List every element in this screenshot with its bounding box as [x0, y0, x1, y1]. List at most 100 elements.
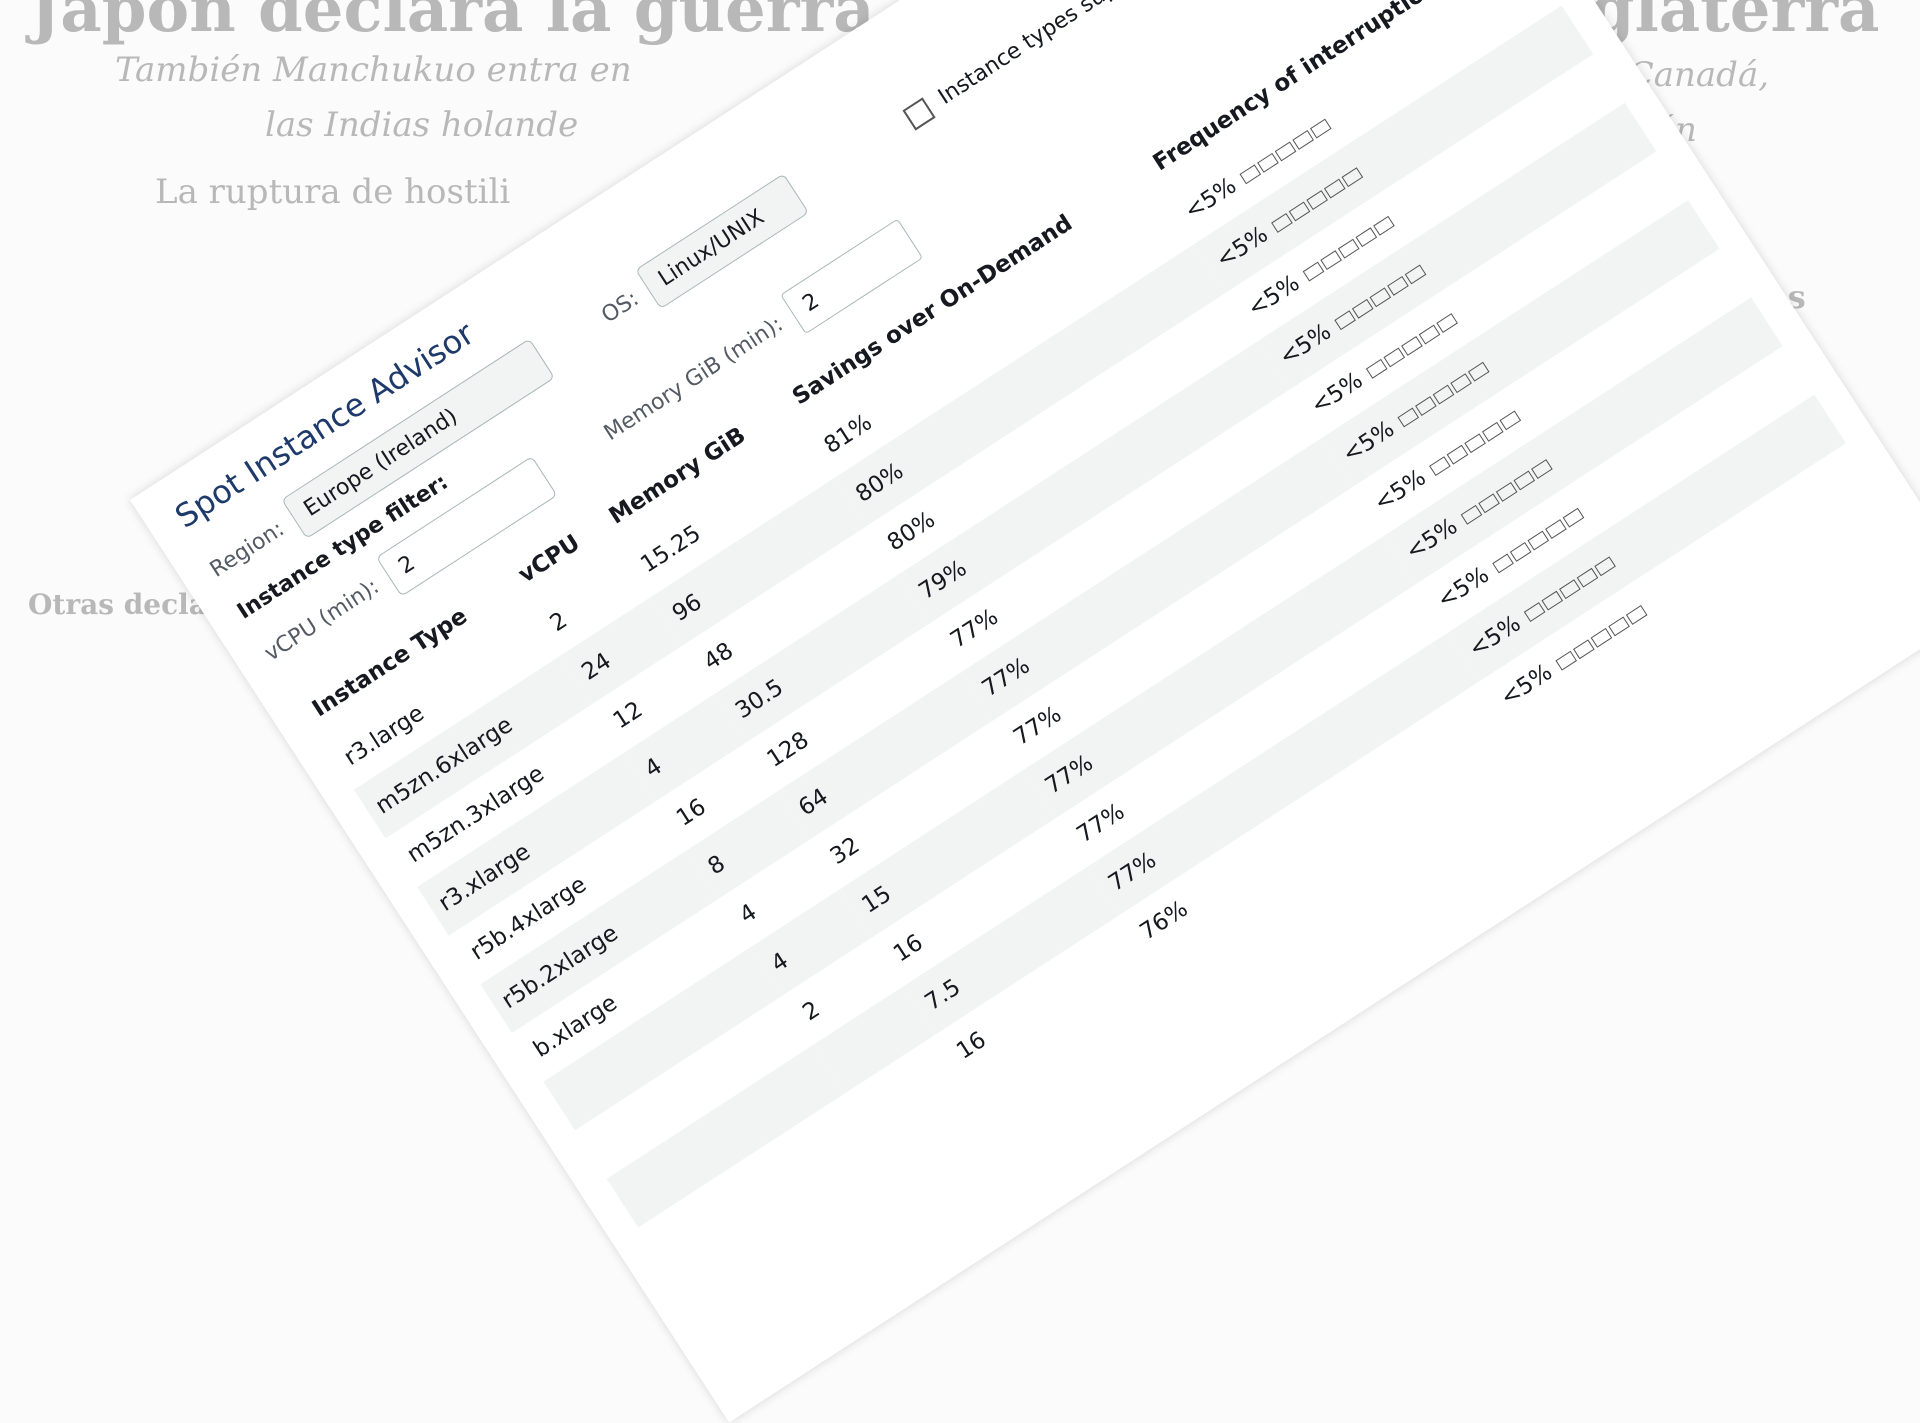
bar-box: [1303, 262, 1325, 282]
bar-box: [1240, 164, 1262, 184]
cell-text: 80%: [851, 458, 908, 508]
cell-text: <5%: [1433, 562, 1494, 614]
cell-text: 76%: [1136, 896, 1193, 946]
bar-box: [1461, 505, 1483, 525]
bar-box: [1356, 227, 1378, 247]
bar-box: [1577, 568, 1599, 588]
cell-text: 77%: [1009, 701, 1066, 751]
bar-box: [1366, 359, 1388, 379]
cell-text: 77%: [1072, 799, 1129, 849]
cell-text: 16: [889, 930, 928, 968]
bar-box: [1468, 362, 1490, 382]
cell-text: 128: [763, 727, 814, 773]
bar-box: [1608, 616, 1630, 636]
cell-text: <5%: [1338, 416, 1399, 468]
bar-box: [1556, 651, 1578, 671]
cell-text: 77%: [946, 604, 1003, 654]
bar-box: [1373, 216, 1395, 236]
bar-box: [1289, 201, 1311, 221]
cell-text: 96: [668, 589, 707, 627]
cell-text: 80%: [883, 507, 940, 557]
page-body: Japón declara la guerra y a Inglaterra T…: [0, 0, 1920, 1080]
cell-text: <5%: [1496, 659, 1557, 711]
bar-box: [1573, 639, 1595, 659]
subhead: La ruptura de hostili: [155, 172, 510, 212]
bar-box: [1275, 141, 1297, 161]
bar-box: [1320, 250, 1342, 270]
cell-text: 77%: [978, 653, 1035, 703]
cell-text: 48: [699, 638, 738, 676]
cell-text: 2: [546, 607, 572, 637]
cell-text: <5%: [1180, 173, 1241, 225]
cell-text: 32: [826, 832, 865, 870]
bar-box: [1324, 179, 1346, 199]
page: {"background":{"headline":"Japón declara…: [0, 0, 1920, 1080]
bar-box: [1415, 396, 1437, 416]
cell-text: <5%: [1370, 465, 1431, 517]
cell-text: 30.5: [731, 674, 788, 724]
cell-text: 81%: [820, 409, 877, 459]
bar-box: [1334, 310, 1356, 330]
bar-box: [1510, 542, 1532, 562]
cell-text: 8: [704, 850, 730, 880]
bar-box: [1524, 602, 1546, 622]
cell-text: 16: [672, 794, 711, 832]
subhead: las Indias holande: [265, 105, 578, 145]
headline: Japón declara la guerra: [30, 0, 875, 47]
bar-box: [1419, 324, 1441, 344]
bar-box: [1447, 445, 1469, 465]
cell-text: <5%: [1464, 611, 1525, 663]
bar-box: [1464, 433, 1486, 453]
bar-box: [1352, 299, 1374, 319]
subhead: También Manchukuo entra en: [115, 50, 632, 90]
bar-box: [1528, 530, 1550, 550]
cell-text: <5%: [1401, 513, 1462, 565]
cell-text: 7.5: [921, 974, 966, 1016]
bar-box: [1387, 276, 1409, 296]
os-label: OS:: [597, 286, 643, 328]
cell-text: 64: [794, 784, 833, 822]
cell-text: <5%: [1243, 270, 1304, 322]
cell-text: 77%: [1041, 750, 1098, 800]
bar-box: [1482, 422, 1504, 442]
bar-box: [1559, 579, 1581, 599]
cell-text: 15: [857, 881, 896, 919]
cell-text: <5%: [1307, 367, 1368, 419]
bar-box: [1370, 287, 1392, 307]
bar-box: [1342, 167, 1364, 187]
bar-box: [1545, 519, 1567, 539]
bar-box: [1514, 470, 1536, 490]
cell-text: <5%: [1212, 221, 1273, 273]
bar-box: [1626, 605, 1648, 625]
bar-box: [1338, 239, 1360, 259]
cell-text: 4: [767, 948, 793, 978]
bar-box: [1310, 118, 1332, 138]
bar-box: [1293, 130, 1315, 150]
cell-text: 2: [798, 996, 824, 1026]
bar-box: [1492, 553, 1514, 573]
bar-box: [1591, 628, 1613, 648]
cell-text: 4: [735, 899, 761, 929]
bar-box: [1531, 459, 1553, 479]
bar-box: [1450, 373, 1472, 393]
bar-box: [1384, 347, 1406, 367]
bar-box: [1433, 385, 1455, 405]
cell-text: 77%: [1104, 847, 1161, 897]
bar-box: [1594, 556, 1616, 576]
bar-box: [1429, 456, 1451, 476]
bar-box: [1307, 190, 1329, 210]
bar-box: [1500, 410, 1522, 430]
cell-text: 79%: [914, 555, 971, 605]
bar-box: [1271, 213, 1293, 233]
region-label: Region:: [206, 517, 289, 583]
cell-text: <5%: [1275, 319, 1336, 371]
bar-box: [1401, 336, 1423, 356]
checkbox[interactable]: [902, 97, 935, 130]
bar-box: [1437, 313, 1459, 333]
bar-box: [1496, 482, 1518, 502]
bar-box: [1542, 591, 1564, 611]
cell-text: 4: [640, 753, 666, 783]
cell-text: 16: [952, 1027, 991, 1065]
bar-box: [1257, 153, 1279, 173]
bar-box: [1563, 508, 1585, 528]
